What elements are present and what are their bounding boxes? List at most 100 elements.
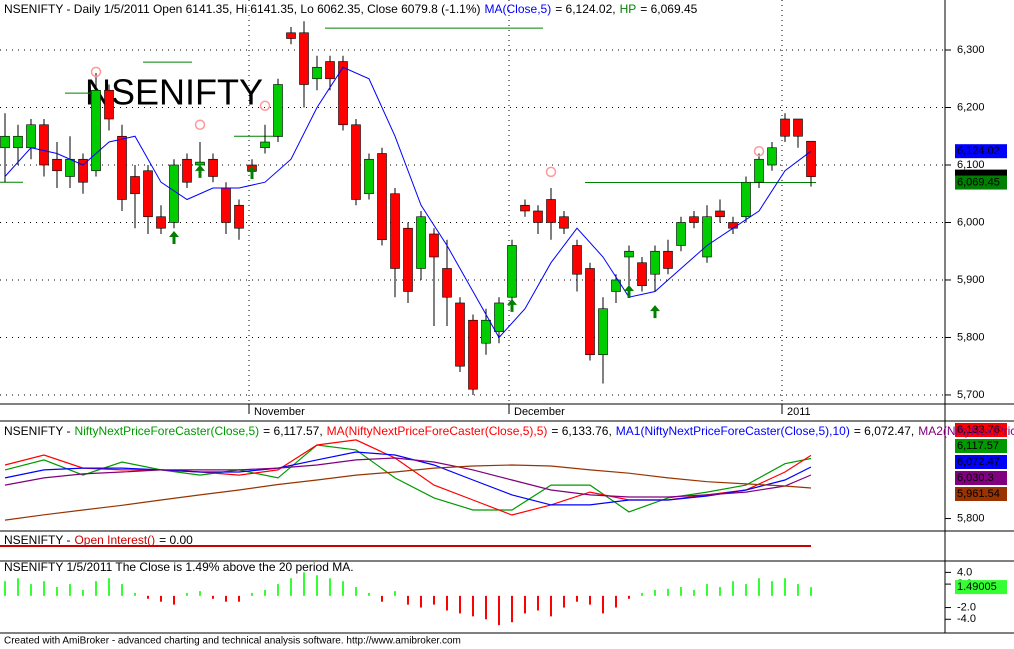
candle-body bbox=[741, 181, 751, 218]
title-part: HP bbox=[620, 2, 637, 16]
indicator-line bbox=[4, 457, 812, 498]
candle-body bbox=[663, 250, 673, 269]
ma-line bbox=[4, 66, 812, 339]
candle-body bbox=[299, 32, 309, 85]
price-label-box bbox=[955, 144, 1007, 159]
price-label: 6,117.57 bbox=[957, 440, 999, 452]
title-part: MA(Close,5) bbox=[485, 2, 552, 16]
signal-circle bbox=[194, 119, 206, 131]
candle-body bbox=[351, 124, 361, 200]
title-part: Open Interest() bbox=[74, 533, 155, 547]
candle-body bbox=[325, 61, 335, 80]
candle-body bbox=[260, 141, 270, 149]
candle-body bbox=[65, 158, 75, 177]
title-part: NSENIFTY - bbox=[4, 533, 70, 547]
candle-body bbox=[533, 210, 543, 223]
candle-body bbox=[26, 124, 36, 149]
candle-body bbox=[91, 89, 101, 172]
candle-body bbox=[793, 118, 803, 137]
candle-body bbox=[715, 210, 725, 218]
candle-body bbox=[481, 319, 491, 344]
candle-body bbox=[442, 268, 452, 298]
buy-arrow bbox=[507, 298, 517, 312]
candle-body bbox=[585, 268, 595, 356]
candle-body bbox=[273, 84, 283, 137]
panel-title: NSENIFTY 1/5/2011 The Close is 1.49% abo… bbox=[4, 560, 354, 574]
y-tick-label: 6,200 bbox=[957, 101, 985, 113]
candle-body bbox=[234, 204, 244, 229]
candle-body bbox=[689, 216, 699, 223]
price-label-box bbox=[955, 423, 1007, 437]
candle-body bbox=[286, 32, 296, 39]
price-label: 6,072.47 bbox=[957, 456, 1000, 468]
title-part: MA2(NiftyNextPric bbox=[918, 424, 1014, 438]
candle-body bbox=[52, 158, 62, 172]
candle-body bbox=[455, 302, 465, 367]
y-tick-label: -4.0 bbox=[957, 613, 976, 625]
indicator-line bbox=[4, 464, 812, 521]
candle-body bbox=[546, 199, 556, 223]
candle-body bbox=[611, 279, 621, 292]
y-tick-label: 5,700 bbox=[957, 389, 985, 401]
y-tick-label: 6,100 bbox=[957, 159, 985, 171]
candle-body bbox=[507, 245, 517, 298]
watermark: NSENIFTY bbox=[85, 72, 263, 113]
candle-body bbox=[169, 164, 179, 223]
price-label: 5,961.54 bbox=[957, 488, 1000, 500]
y-tick-label: 5,800 bbox=[957, 512, 985, 524]
candle-body bbox=[520, 204, 530, 212]
x-tick-label: November bbox=[254, 406, 305, 418]
y-tick-label: 5,900 bbox=[957, 274, 985, 286]
candle-body bbox=[338, 61, 348, 126]
y-tick-label: 6,300 bbox=[957, 44, 985, 56]
signal-circle bbox=[753, 145, 765, 157]
y-tick-label: 6,000 bbox=[957, 216, 985, 228]
y-tick-label: -2.0 bbox=[957, 601, 976, 613]
title-part: NSENIFTY - Daily 1/5/2011 Open 6141.35, … bbox=[4, 2, 481, 16]
price-label: 1.49005 bbox=[957, 581, 997, 593]
price-label: 6,069.45 bbox=[957, 176, 1000, 188]
candle-body bbox=[221, 187, 231, 223]
candle-body bbox=[806, 140, 816, 177]
candle-body bbox=[637, 262, 647, 287]
title-part: = 6,072.47, bbox=[854, 424, 914, 438]
candle-body bbox=[143, 170, 153, 218]
candle-body bbox=[364, 158, 374, 195]
x-tick-label: December bbox=[514, 406, 565, 418]
buy-arrow bbox=[169, 231, 179, 245]
candle-body bbox=[156, 216, 166, 229]
title-part: = 6,133.76, bbox=[551, 424, 611, 438]
title-part: NSENIFTY - bbox=[4, 424, 70, 438]
candle-body bbox=[728, 222, 738, 229]
candle-body bbox=[494, 302, 504, 333]
signal-circle bbox=[90, 66, 102, 78]
y-tick-label: 5,800 bbox=[957, 331, 985, 343]
price-label: 6,133.76 bbox=[957, 424, 1000, 436]
buy-arrow bbox=[247, 166, 257, 180]
candle-body bbox=[0, 135, 10, 149]
candle-body bbox=[572, 245, 582, 275]
candle-body bbox=[780, 118, 790, 137]
candle-body bbox=[104, 89, 114, 120]
title-part: = 0.00 bbox=[159, 533, 193, 547]
candle-body bbox=[195, 161, 205, 166]
candle-body bbox=[78, 158, 88, 183]
x-tick-label: 2011 bbox=[787, 406, 811, 418]
indicator-line bbox=[4, 444, 812, 513]
candle-body bbox=[377, 153, 387, 241]
candle-body bbox=[208, 158, 218, 177]
footer: Created with AmiBroker - advanced charti… bbox=[4, 636, 461, 647]
candle-body bbox=[130, 176, 140, 195]
price-label: 6,030.3 bbox=[957, 472, 994, 484]
panel-title: NSENIFTY - Daily 1/5/2011 Open 6141.35, … bbox=[4, 2, 698, 16]
price-label-box bbox=[955, 175, 1007, 190]
candle-body bbox=[559, 216, 569, 229]
buy-arrow bbox=[195, 164, 205, 178]
price-label-box bbox=[955, 580, 1007, 595]
candle-body bbox=[702, 216, 712, 258]
candle-body bbox=[754, 158, 764, 183]
price-label: 6,124.02 bbox=[957, 145, 1000, 157]
title-part: = 6,069.45 bbox=[640, 2, 697, 16]
